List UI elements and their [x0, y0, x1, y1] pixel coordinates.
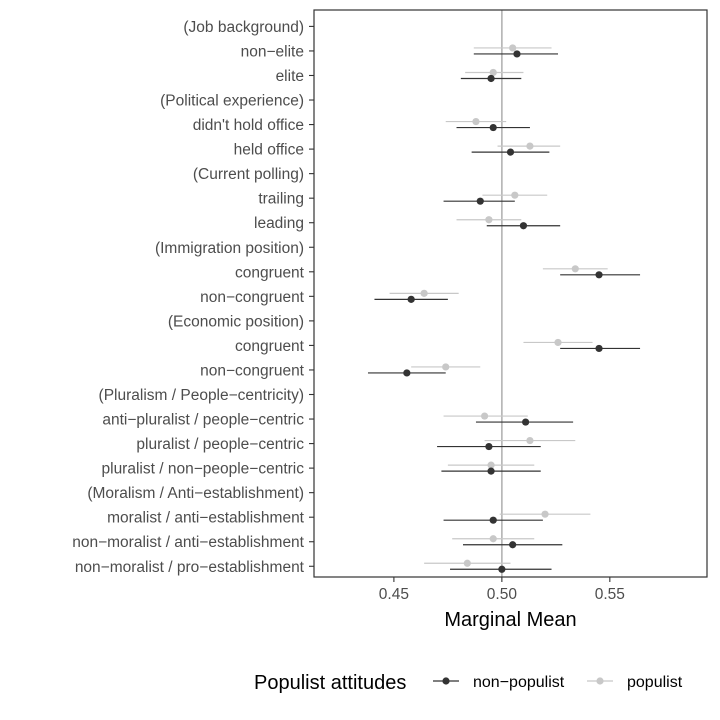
legend-key-point-populist [596, 677, 604, 685]
populist-point [442, 363, 450, 371]
y-axis: (Job background) non−elite elite (Political… [72, 19, 314, 576]
y-tick-label: leading [254, 215, 304, 232]
legend: Populist attitudes non−populist populist [254, 672, 683, 694]
non-populist-point [513, 50, 521, 58]
non-populist-point [595, 271, 603, 279]
legend-label-populist: populist [627, 674, 683, 691]
x-tick-label: 0.45 [379, 586, 409, 603]
y-tick-label: held office [234, 142, 304, 159]
non-populist-point [487, 467, 495, 475]
populist-point [472, 117, 480, 126]
populist-point [571, 265, 579, 273]
y-tick-label: non−moralist / anti−establishment [72, 534, 304, 551]
y-tick-label: trailing [258, 191, 304, 208]
non-populist-point [487, 74, 495, 83]
legend-title: Populist attitudes [254, 672, 406, 694]
y-tick-label: moralist / anti−establishment [107, 510, 305, 527]
y-tick-label: (Current polling) [193, 166, 304, 183]
y-tick-label: non−congruent [200, 362, 305, 379]
panel-border [313, 9, 708, 578]
populist-point [489, 68, 497, 77]
y-tick-label: (Political experience) [160, 93, 304, 110]
non-populist-point [509, 541, 517, 549]
populist-point [541, 510, 549, 518]
y-tick-label: non−moralist / pro−establishment [75, 559, 305, 576]
non-populist-point [489, 516, 497, 524]
legend-items: non−populist populist [433, 674, 683, 691]
populist-point [511, 191, 519, 199]
non-populist-point [522, 418, 530, 426]
y-tick-label: didn't hold office [193, 117, 304, 134]
non-populist-point [519, 222, 528, 230]
populist-point [526, 142, 534, 150]
populist-point [480, 412, 489, 420]
y-tick-label: elite [276, 68, 304, 85]
y-tick-label: (Moralism / Anti−establishment) [87, 485, 304, 502]
non-populist-point [506, 148, 515, 156]
x-axis-title: Marginal Mean [444, 609, 576, 631]
x-tick-label: 0.55 [595, 586, 625, 603]
y-tick-label: congruent [235, 264, 305, 281]
populist-point [489, 535, 497, 543]
y-tick-label: anti−pluralist / people−centric [102, 412, 304, 429]
y-tick-label: congruent [235, 338, 305, 355]
y-tick-label: (Immigration position) [155, 240, 304, 257]
y-tick-label: (Pluralism / People−centricity) [99, 387, 304, 404]
legend-key-point-non-populist [442, 677, 450, 685]
populist-point [487, 461, 495, 469]
populist-point [485, 216, 493, 224]
populist-point [526, 436, 534, 445]
y-tick-label: (Economic position) [168, 313, 304, 330]
non-populist-point [476, 197, 484, 205]
non-populist-point [489, 123, 497, 132]
legend-label-non-populist: non−populist [473, 674, 565, 691]
x-tick-label: 0.50 [487, 586, 518, 603]
y-tick-label: pluralist / non−people−centric [102, 461, 305, 478]
non-populist-point [407, 295, 415, 303]
y-tick-label: pluralist / people−centric [136, 436, 304, 453]
plot-marks [367, 44, 641, 573]
panel-background [314, 10, 707, 577]
non-populist-point [498, 565, 506, 573]
y-tick-label: non−elite [241, 43, 304, 60]
y-tick-label: non−congruent [200, 289, 305, 306]
populist-point [463, 559, 471, 567]
non-populist-point [403, 369, 411, 377]
populist-point [509, 44, 517, 52]
non-populist-point [595, 344, 603, 353]
y-tick-label: (Job background) [183, 19, 304, 36]
non-populist-point [485, 442, 493, 451]
populist-point [420, 289, 428, 297]
populist-point [554, 338, 562, 347]
x-axis: 0.45 0.50 0.55 [379, 577, 625, 603]
